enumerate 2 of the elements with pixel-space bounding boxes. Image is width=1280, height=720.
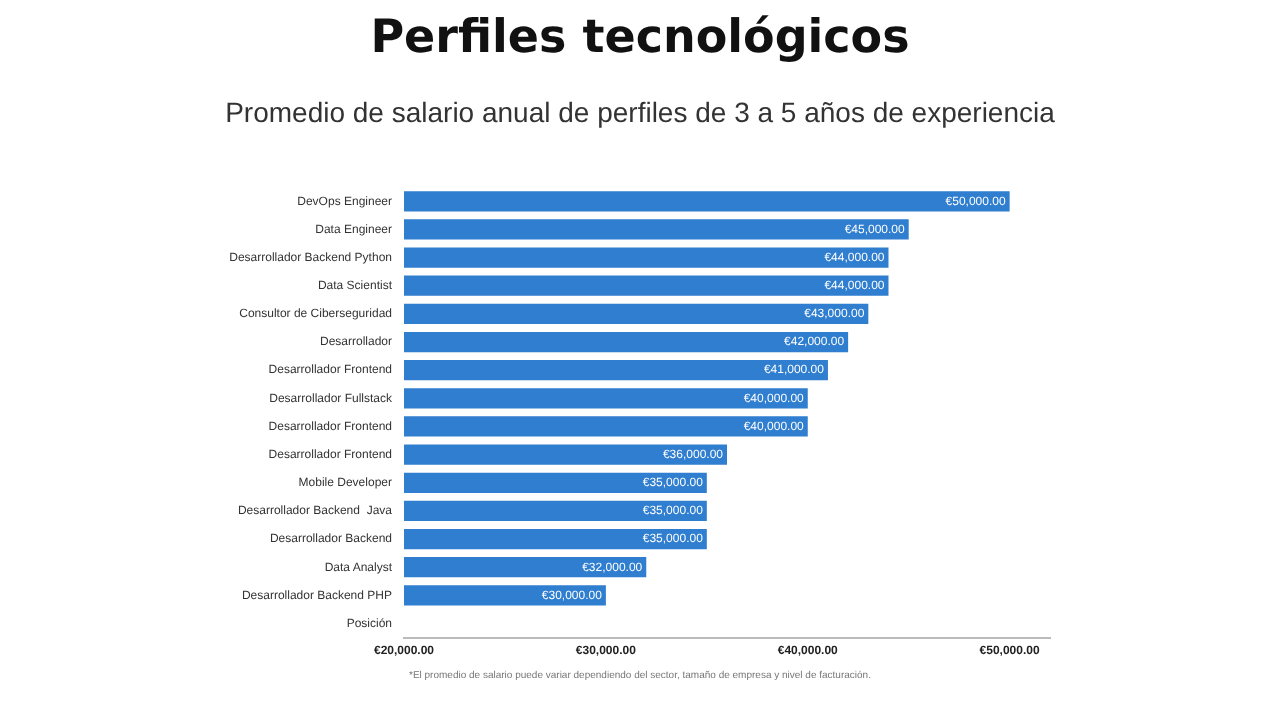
chart-title: Perfiles tecnológicos — [368, 12, 912, 64]
chart-subtitle: Promedio de salario anual de perfiles de 3 a 5 años de experiencia — [223, 96, 1057, 128]
